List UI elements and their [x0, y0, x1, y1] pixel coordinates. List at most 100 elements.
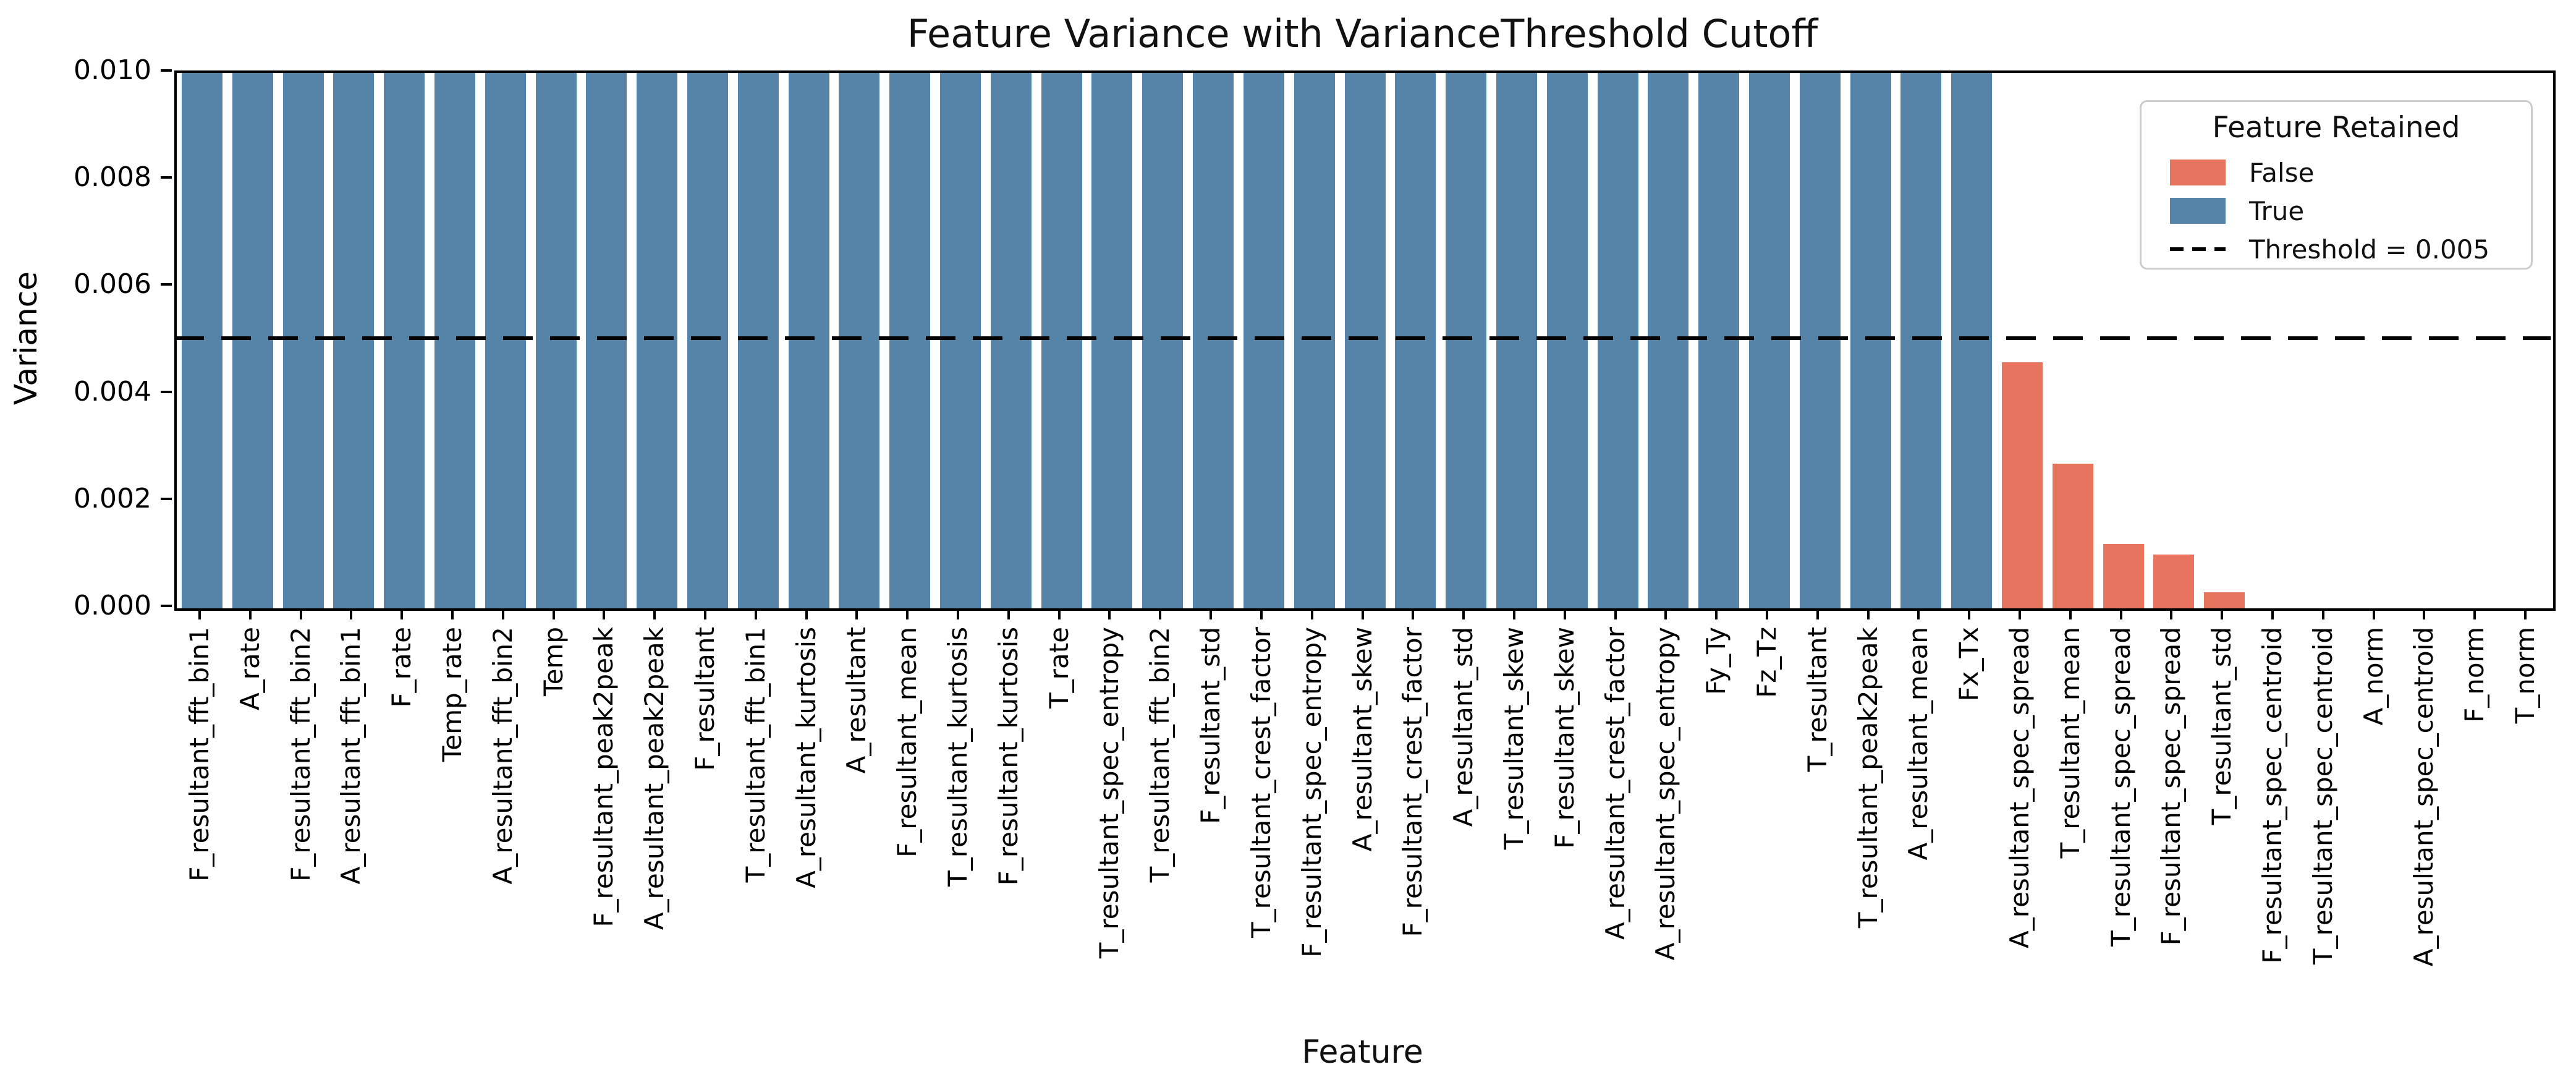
x-tick — [2119, 608, 2122, 619]
y-tick-label: 0.010 — [74, 54, 151, 86]
x-tick — [2271, 608, 2274, 619]
legend-title: Feature Retained — [2212, 111, 2460, 145]
x-tick — [1816, 608, 1819, 619]
x-tick-label-slot: F_resultant_fft_bin2 — [276, 627, 326, 1053]
bar-T_resultant_spec_spread — [2103, 544, 2144, 608]
x-tick — [906, 608, 909, 619]
x-tick-label: A_resultant — [841, 627, 872, 774]
bar-F_resultant_std — [1193, 73, 1234, 608]
x-tick-label: F_resultant — [689, 627, 720, 771]
x-tick-label-slot: F_resultant_mean — [882, 627, 933, 1053]
legend-entry-label: Threshold = 0.005 — [2249, 234, 2490, 265]
x-tick-label-slot: A_rate — [225, 627, 276, 1053]
x-tick — [1108, 608, 1111, 619]
x-tick-label-slot: F_resultant_kurtosis — [983, 627, 1034, 1053]
x-tick — [2321, 608, 2324, 619]
bar-F_resultant_spec_entropy — [1294, 73, 1335, 608]
legend-entries: False True Threshold = 0.005 — [2142, 153, 2531, 268]
x-tick — [1361, 608, 1364, 619]
x-tick-label-slot: A_resultant_spec_spread — [1994, 627, 2045, 1053]
x-tick-label-slot: T_resultant_fft_bin2 — [1135, 627, 1185, 1053]
x-tick — [2170, 608, 2173, 619]
x-tick — [1968, 608, 1971, 619]
x-tick-label: A_rate — [234, 627, 265, 711]
bar-Fz_Tz — [1748, 73, 1790, 608]
x-tick — [299, 608, 302, 619]
x-tick-label: T_resultant_spec_centroid — [2307, 627, 2338, 965]
legend: Feature Retained False True Threshold = 0.… — [2140, 100, 2533, 270]
bar-T_resultant_crest_factor — [1243, 73, 1284, 608]
x-tick-label-slot: T_norm — [2500, 627, 2551, 1053]
x-tick-label-slot: F_rate — [376, 627, 427, 1053]
x-tick-label-slot: A_resultant — [831, 627, 882, 1053]
x-tick — [1917, 608, 1920, 619]
x-tick-label: A_resultant_kurtosis — [790, 627, 821, 888]
x-tick-label-slot: Fx_Tx — [1944, 627, 1994, 1053]
x-tick — [703, 608, 706, 619]
x-tick-label: A_resultant_peak2peak — [639, 627, 670, 930]
bar-T_resultant_kurtosis — [940, 73, 981, 608]
x-tick — [1310, 608, 1313, 619]
x-tick — [855, 608, 858, 619]
bar-Fx_Tx — [1951, 73, 1993, 608]
x-tick — [1260, 608, 1263, 619]
bar-T_resultant — [1799, 73, 1841, 608]
x-tick-label: Fy_Ty — [1701, 627, 1732, 696]
bar-T_resultant_spec_entropy — [1091, 73, 1133, 608]
x-tick-label: F_resultant_spec_spread — [2156, 627, 2187, 946]
x-tick-label-slot: T_resultant_crest_factor — [1236, 627, 1287, 1053]
bar-Fy_Ty — [1698, 73, 1740, 608]
x-tick — [2019, 608, 2021, 619]
x-tick-label: F_resultant_spec_entropy — [1296, 627, 1327, 958]
bar-T_resultant_std — [2204, 592, 2245, 608]
bar-T_resultant_peak2peak — [1850, 73, 1891, 608]
x-tick — [1512, 608, 1515, 619]
x-tick-label: F_rate — [386, 627, 417, 708]
bar-Temp — [535, 73, 577, 608]
x-axis-label: Feature — [1302, 1034, 1423, 1071]
y-tick — [161, 390, 172, 393]
bar-A_resultant_peak2peak — [637, 73, 678, 608]
y-tick-label: 0.006 — [74, 268, 151, 300]
bar-T_resultant_fft_bin1 — [737, 73, 779, 608]
x-tick-label-slot: Temp_rate — [427, 627, 478, 1053]
x-tick-label-slot: T_resultant_kurtosis — [933, 627, 983, 1053]
x-tick-label: T_resultant_skew — [1498, 627, 1529, 850]
x-tick-label: F_resultant_fft_bin2 — [285, 627, 316, 882]
x-tick — [2372, 608, 2375, 619]
x-tick — [1412, 608, 1415, 619]
x-tick-label-slot: F_resultant_std — [1185, 627, 1236, 1053]
bar-A_resultant_std — [1446, 73, 1487, 608]
x-tick-label-slot: A_resultant_mean — [1893, 627, 1944, 1053]
x-tick — [653, 608, 656, 619]
bar-F_resultant_fft_bin2 — [282, 73, 324, 608]
x-tick-label: T_resultant_std — [2206, 627, 2237, 825]
x-tick — [2473, 608, 2476, 619]
x-tick — [1007, 608, 1010, 619]
x-tick-label-slot: F_resultant — [680, 627, 731, 1053]
x-tick-label: F_resultant_fft_bin1 — [184, 627, 214, 882]
x-tick-label: A_resultant_skew — [1347, 627, 1378, 852]
x-tick — [1563, 608, 1566, 619]
x-tick-label: T_rate — [1043, 627, 1074, 708]
x-tick-label-slot: T_rate — [1034, 627, 1085, 1053]
x-tick-label: F_resultant_spec_centroid — [2257, 627, 2288, 964]
x-tick-label-slot: T_resultant_spec_entropy — [1084, 627, 1135, 1053]
bar-T_resultant_skew — [1496, 73, 1537, 608]
bar-F_resultant_kurtosis — [990, 73, 1032, 608]
y-tick — [161, 497, 172, 500]
y-tick — [161, 283, 172, 286]
x-tick-label: A_resultant_std — [1448, 627, 1479, 827]
bar-A_resultant_skew — [1344, 73, 1386, 608]
x-tick-label: F_resultant_std — [1195, 627, 1226, 824]
x-tick-label: T_resultant_spec_entropy — [1094, 627, 1125, 959]
x-tick-label: Temp_rate — [436, 627, 467, 762]
bar-T_resultant_mean — [2052, 464, 2093, 608]
x-tick-label-slot: F_resultant_spec_entropy — [1287, 627, 1337, 1053]
bar-A_resultant_fft_bin2 — [485, 73, 526, 608]
x-tick — [754, 608, 757, 619]
x-tick — [805, 608, 808, 619]
x-tick-label-slot: Temp — [528, 627, 579, 1053]
x-tick-label: A_resultant_mean — [1903, 627, 1934, 861]
